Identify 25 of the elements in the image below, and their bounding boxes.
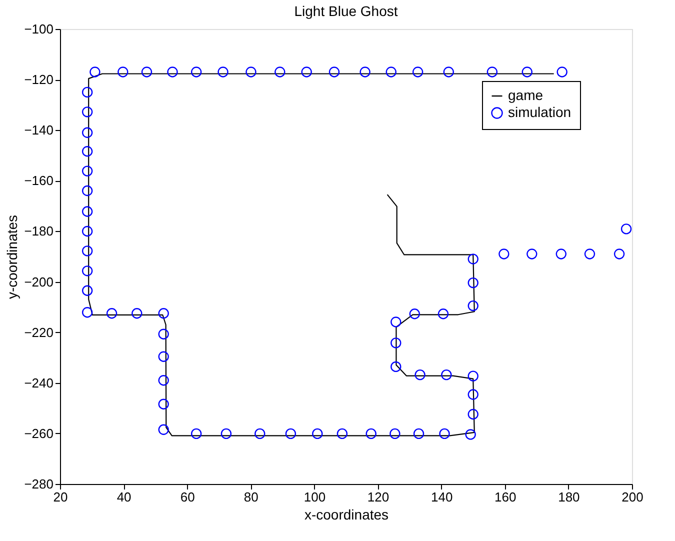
x-tick-label: 160 xyxy=(494,490,516,504)
x-tick-label: 180 xyxy=(558,490,580,504)
y-tick-label: −120 xyxy=(24,72,54,88)
x-tick-label: 200 xyxy=(622,490,644,504)
chart-title: Light Blue Ghost xyxy=(294,3,398,19)
x-tick-label: 140 xyxy=(430,490,453,504)
x-tick-label: 100 xyxy=(304,490,326,504)
y-tick-label: −100 xyxy=(24,22,54,36)
x-axis-title: x-coordinates xyxy=(304,506,389,522)
x-tick-label: 20 xyxy=(53,490,68,504)
x-tick-label: 120 xyxy=(367,490,390,504)
legend-label: game xyxy=(508,87,544,103)
y-tick-label: −220 xyxy=(24,324,54,340)
y-tick-label: −240 xyxy=(24,375,54,390)
y-axis-title: y-coordinates xyxy=(4,214,20,300)
y-tick-label: −180 xyxy=(24,224,54,239)
y-tick-label: −260 xyxy=(24,426,54,441)
y-tick-label: −200 xyxy=(24,274,54,290)
x-tick-label: 80 xyxy=(244,490,258,504)
legend-label: simulation xyxy=(508,104,572,120)
y-tick-label: −140 xyxy=(24,122,54,138)
x-tick-label: 40 xyxy=(116,490,132,504)
y-tick-label: −280 xyxy=(24,476,54,492)
y-tick-label: −160 xyxy=(24,173,54,188)
x-tick-label: 60 xyxy=(180,490,195,504)
